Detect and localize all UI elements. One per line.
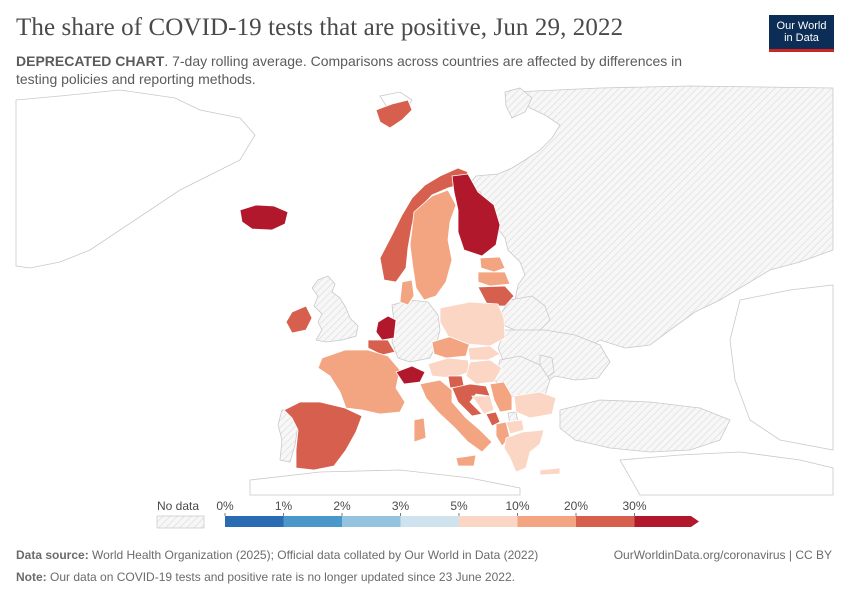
legend-label-6: 20% [563,499,589,513]
source-label: Data source: [16,548,89,562]
country-hungary [465,359,503,385]
great-britain [311,275,359,343]
country-slovakia [467,345,501,361]
legend-swatch-4 [459,516,518,527]
legend-label-3: 3% [391,499,410,513]
legend-label-7: 30% [622,499,647,513]
greenland [15,89,256,269]
country-greece [503,429,545,473]
country-crete [539,467,561,476]
legend-swatch-0 [225,516,284,527]
legend-label-1: 1% [274,499,293,513]
deprecated-label: DEPRECATED CHART [16,53,165,69]
source-text: World Health Organization (2025); Offici… [88,548,539,562]
country-serbia [489,381,513,413]
country-finland [451,173,501,257]
legend-no-data-swatch [156,515,205,529]
legend-arrow-cap [691,516,699,527]
legend-label-0: 0% [216,499,234,513]
legend-swatch-2 [342,516,401,527]
country-poland [439,301,506,347]
footer-note: Note: Our data on COVID-19 tests and pos… [16,570,515,584]
legend-swatch-3 [400,516,459,527]
footer-url[interactable]: OurWorldinData.org/coronavirus | CC BY [613,548,832,562]
legend-swatch-5 [517,516,576,527]
chart-subtitle: DEPRECATED CHART. 7-day rolling average.… [16,52,716,88]
chart-title: The share of COVID-19 tests that are pos… [16,14,624,41]
country-italy [419,379,493,453]
turkey [559,399,731,453]
north-africa [249,469,521,496]
country-north-macedonia [505,419,525,435]
country-switzerland [395,365,426,385]
legend-label-2: 2% [333,499,351,513]
logo-line-2: in Data [784,32,819,44]
note-label: Note: [16,570,47,584]
data-countries [239,99,561,476]
legend-ticks [224,513,635,516]
logo-line-1: Our World [776,20,827,32]
country-bosnia [471,395,495,415]
central-asia [729,284,834,451]
owid-logo[interactable]: Our World in Data [769,15,834,52]
legend-swatch-1 [283,516,342,527]
country-iceland [239,204,289,231]
note-text: Our data on COVID-19 tests and positive … [46,570,515,584]
legend-color-bar [225,516,699,527]
subtitle-text: . 7-day rolling average. Comparisons acr… [16,53,683,87]
country-belgium [367,339,396,356]
no-data-regions [277,85,834,463]
legend-no-data-label: No data [157,499,200,513]
country-montenegro [485,411,501,427]
country-denmark [399,279,415,306]
country-sardinia [413,417,427,443]
legend-swatch-7 [634,516,691,527]
country-netherlands [375,315,397,341]
legend-label-5: 10% [505,499,530,513]
country-spain [283,401,363,471]
novaya-zemlya [504,87,533,119]
legend [156,513,699,529]
country-faroe [375,99,413,129]
legend-label-4: 5% [450,499,468,513]
country-austria [427,357,471,379]
country-bulgaria [513,391,557,419]
country-ireland [285,305,313,334]
country-france [317,349,406,415]
country-sweden [409,189,457,301]
country-sicily [455,454,477,467]
footer-source: Data source: World Health Organization (… [16,548,538,562]
country-estonia [479,256,506,273]
country-latvia [477,271,511,287]
germany [391,299,441,363]
middle-east [619,451,834,496]
legend-swatch-6 [576,516,635,527]
